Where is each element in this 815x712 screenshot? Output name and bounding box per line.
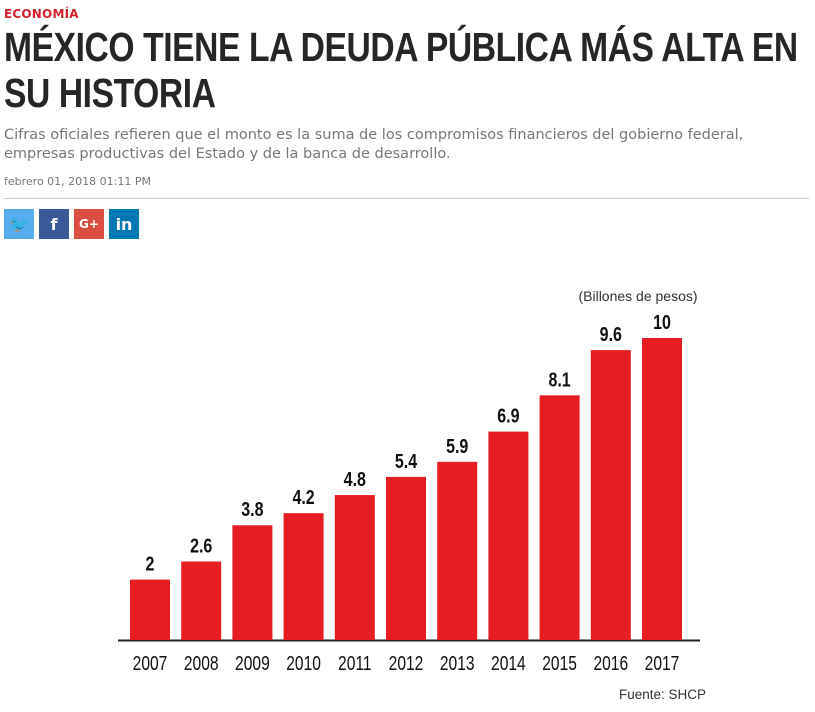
data-label-2015: 8.1 — [548, 369, 570, 391]
data-label-2008: 2.6 — [190, 535, 212, 557]
data-label-2011: 4.8 — [344, 468, 366, 490]
divider — [4, 198, 809, 199]
x-tick-label-2014: 2014 — [491, 652, 526, 674]
x-tick-label-2013: 2013 — [440, 652, 475, 674]
bar-2014 — [488, 431, 529, 640]
data-label-2012: 5.4 — [395, 450, 417, 472]
bar-2013 — [437, 461, 478, 640]
x-tick-label-2008: 2008 — [184, 652, 219, 674]
x-tick-label-2010: 2010 — [286, 652, 321, 674]
bar-2012 — [386, 476, 426, 640]
twitter-share-button[interactable]: 🐦 — [4, 209, 34, 239]
bar-2007 — [130, 579, 170, 640]
x-tick-label-2011: 2011 — [338, 652, 372, 674]
data-label-2010: 4.2 — [292, 486, 314, 508]
x-tick-label-2016: 2016 — [593, 652, 628, 674]
bar-2009 — [232, 525, 273, 640]
x-tick-label-2015: 2015 — [542, 652, 577, 674]
x-tick-label-2012: 2012 — [389, 652, 424, 674]
linkedin-icon: in — [115, 214, 133, 234]
article-title: MÉXICO TIENE LA DEUDA PÚBLICA MÁS ALTA E… — [4, 24, 798, 116]
bar-2008 — [181, 561, 222, 640]
bar-2010 — [283, 513, 324, 640]
data-label-2009: 3.8 — [241, 499, 263, 521]
facebook-icon: f — [50, 214, 58, 234]
bar-2017 — [642, 338, 682, 640]
google-plus-share-button[interactable]: G+ — [74, 209, 104, 239]
article-date: febrero 01, 2018 01:11 PM — [4, 175, 151, 188]
data-label-2017: 10 — [653, 311, 671, 333]
data-label-2016: 9.6 — [600, 323, 622, 345]
x-tick-label-2009: 2009 — [235, 652, 270, 674]
data-label-2014: 6.9 — [497, 405, 519, 427]
x-tick-label-2017: 2017 — [645, 652, 680, 674]
bar-2011 — [334, 495, 375, 640]
bar-2015 — [539, 395, 580, 640]
bar-2016 — [590, 350, 631, 640]
data-label-2013: 5.9 — [446, 435, 468, 457]
google-plus-icon: G+ — [79, 217, 99, 231]
facebook-share-button[interactable]: f — [39, 209, 69, 239]
linkedin-share-button[interactable]: in — [109, 209, 139, 239]
article-subtitle: Cifras oficiales refieren que el monto e… — [4, 127, 744, 162]
section-label[interactable]: ECONOMÍA — [4, 7, 79, 21]
data-label-2007: 2 — [146, 553, 155, 575]
unit-label: (Billones de pesos) — [578, 288, 697, 304]
twitter-icon: 🐦 — [9, 214, 29, 234]
x-tick-label-2007: 2007 — [133, 652, 168, 674]
source-label: Fuente: SHCP — [619, 687, 706, 702]
